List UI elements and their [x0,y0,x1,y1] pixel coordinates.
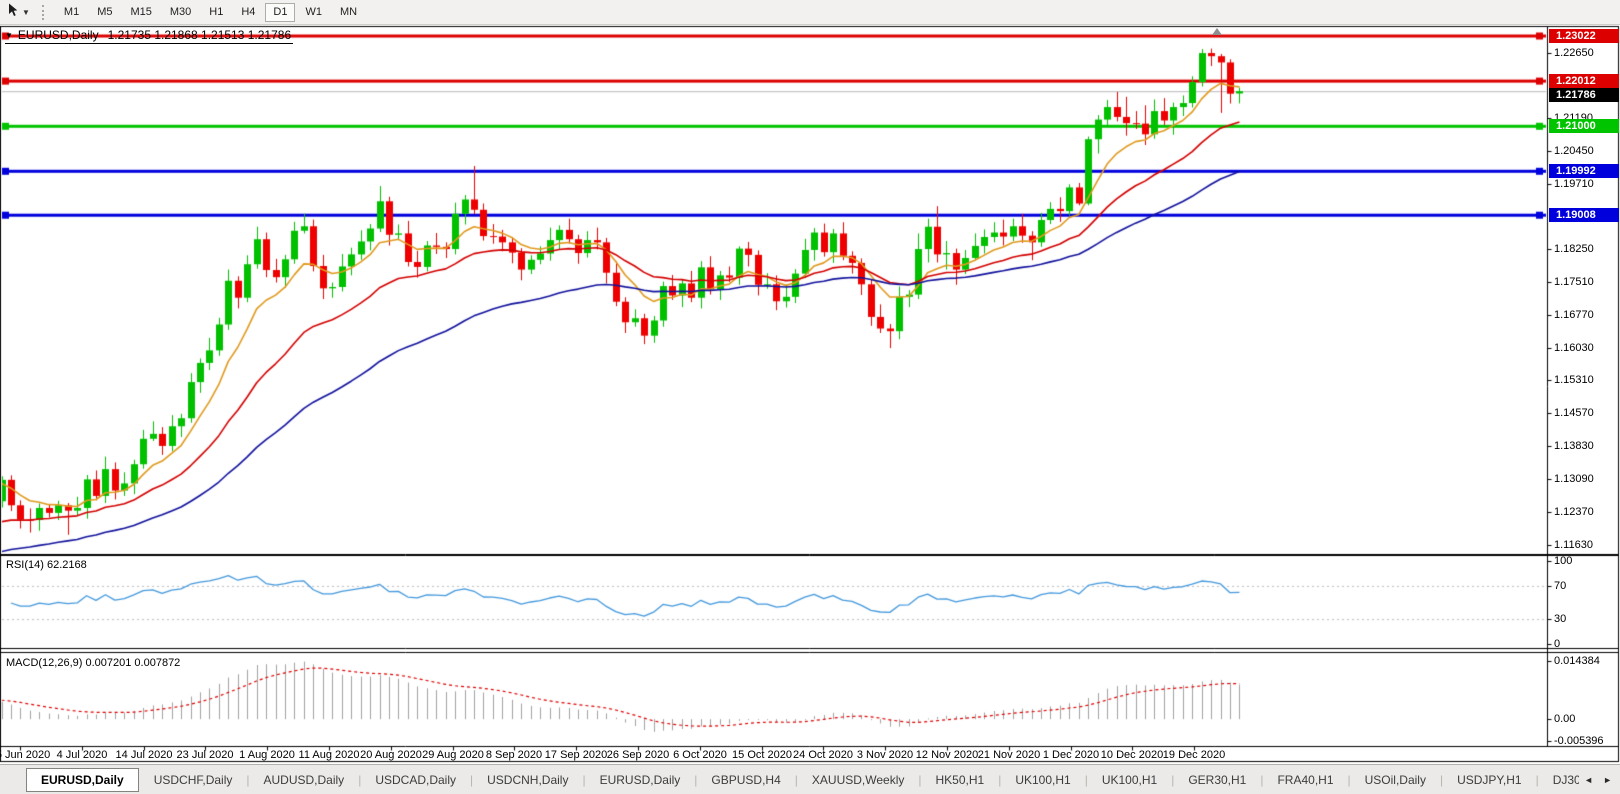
chart-tab-usdchf-daily[interactable]: USDCHF,Daily [153,773,233,787]
chart-tab-audusd-daily[interactable]: AUDUSD,Daily [263,773,345,787]
timeframe-button-m5[interactable]: M5 [97,5,113,18]
chart-tab-ger30-h1[interactable]: GER30,H1 [1188,773,1247,787]
rsi-label-value: 62.2168 [46,559,87,571]
chart-title-ohlc: 1.21735 1.21868 1.21513 1.21786 [107,28,292,42]
chart-tab-usdjpy-h1[interactable]: USDJPY,H1 [1457,773,1522,787]
chart-title: ▼ EURUSD,Daily 1.21735 1.21868 1.21513 1… [5,28,294,44]
timeframe-button-m1[interactable]: M1 [63,5,80,18]
chart-shift-marker-icon[interactable] [1212,28,1222,35]
chart-tab-xauusd-weekly[interactable]: XAUUSD,Weekly [811,773,905,787]
chart-tab-eurusd-daily[interactable]: EURUSD,Daily [26,768,139,792]
tab-separator: | [1347,773,1351,787]
rsi-label-name: RSI(14) [6,559,44,571]
chart-tab-eurusd-daily[interactable]: EURUSD,Daily [599,773,681,787]
tab-separator: | [582,773,586,787]
tab-separator: | [1171,773,1175,787]
cursor-tool-button[interactable]: ▼ [4,2,32,23]
tab-separator: | [1084,773,1088,787]
tab-separator: | [694,773,698,787]
timeframe-button-m30[interactable]: M30 [169,5,192,18]
macd-indicator-label: MACD(12,26,9) 0.007201 0.007872 [6,657,180,669]
tab-separator: | [470,773,474,787]
cursor-icon [6,3,20,22]
tab-separator: | [1439,773,1444,787]
chart-tab-usdcnh-daily[interactable]: USDCNH,Daily [487,773,569,787]
chart-tab-bar: EURUSD,Daily USDCHF,Daily | AUDUSD,Daily | US… [0,764,1620,794]
chart-tab-gbpusd-h4[interactable]: GBPUSD,H4 [711,773,781,787]
tab-separator: | [998,773,1002,787]
tab-separator: | [1260,773,1264,787]
chart-tab-hk50-h1[interactable]: HK50,H1 [935,773,985,787]
timeframe-toolbar: ▼ M1 M5 M15 M30 H1 H4 D1 W1 MN [0,0,1620,25]
tab-separator: | [358,773,362,787]
tab-separator: | [918,773,922,787]
chevron-down-icon[interactable]: ▼ [22,7,30,17]
timeframe-button-h4[interactable]: H4 [241,5,256,18]
macd-label-values: 0.007201 0.007872 [85,657,181,669]
timeframe-button-h1[interactable]: H1 [209,5,224,18]
timeframe-button-mn[interactable]: MN [339,5,358,18]
chart-tab-fra40-h1[interactable]: FRA40,H1 [1277,773,1334,787]
timeframe-button-m15[interactable]: M15 [130,5,152,18]
toolbar-grip-handle[interactable] [41,4,47,20]
chart-tab-usdcad-daily[interactable]: USDCAD,Daily [375,773,456,787]
rsi-indicator-label: RSI(14) 62.2168 [6,559,87,571]
tab-separator: | [794,773,798,787]
tab-scroll-controls: ◄ ► [1579,765,1617,794]
chart-tab-uk100-h1[interactable]: UK100,H1 [1015,773,1071,787]
chart-title-symbol: EURUSD,Daily [17,28,99,42]
chart-tab-uk100-h1[interactable]: UK100,H1 [1101,773,1158,787]
tab-separator: | [246,773,250,787]
chart-tab-usoil-daily[interactable]: USOil,Daily [1364,773,1426,787]
timeframe-button-w1[interactable]: W1 [305,5,322,18]
tab-separator: | [1535,773,1539,787]
macd-label-name: MACD(12,26,9) [6,657,83,669]
tab-scroll-left-icon[interactable]: ◄ [1584,775,1594,785]
chart-menu-caret-icon[interactable]: ▼ [5,30,13,40]
tab-scroll-right-icon[interactable]: ► [1603,775,1612,785]
timeframe-button-d1[interactable]: D1 [265,2,296,22]
